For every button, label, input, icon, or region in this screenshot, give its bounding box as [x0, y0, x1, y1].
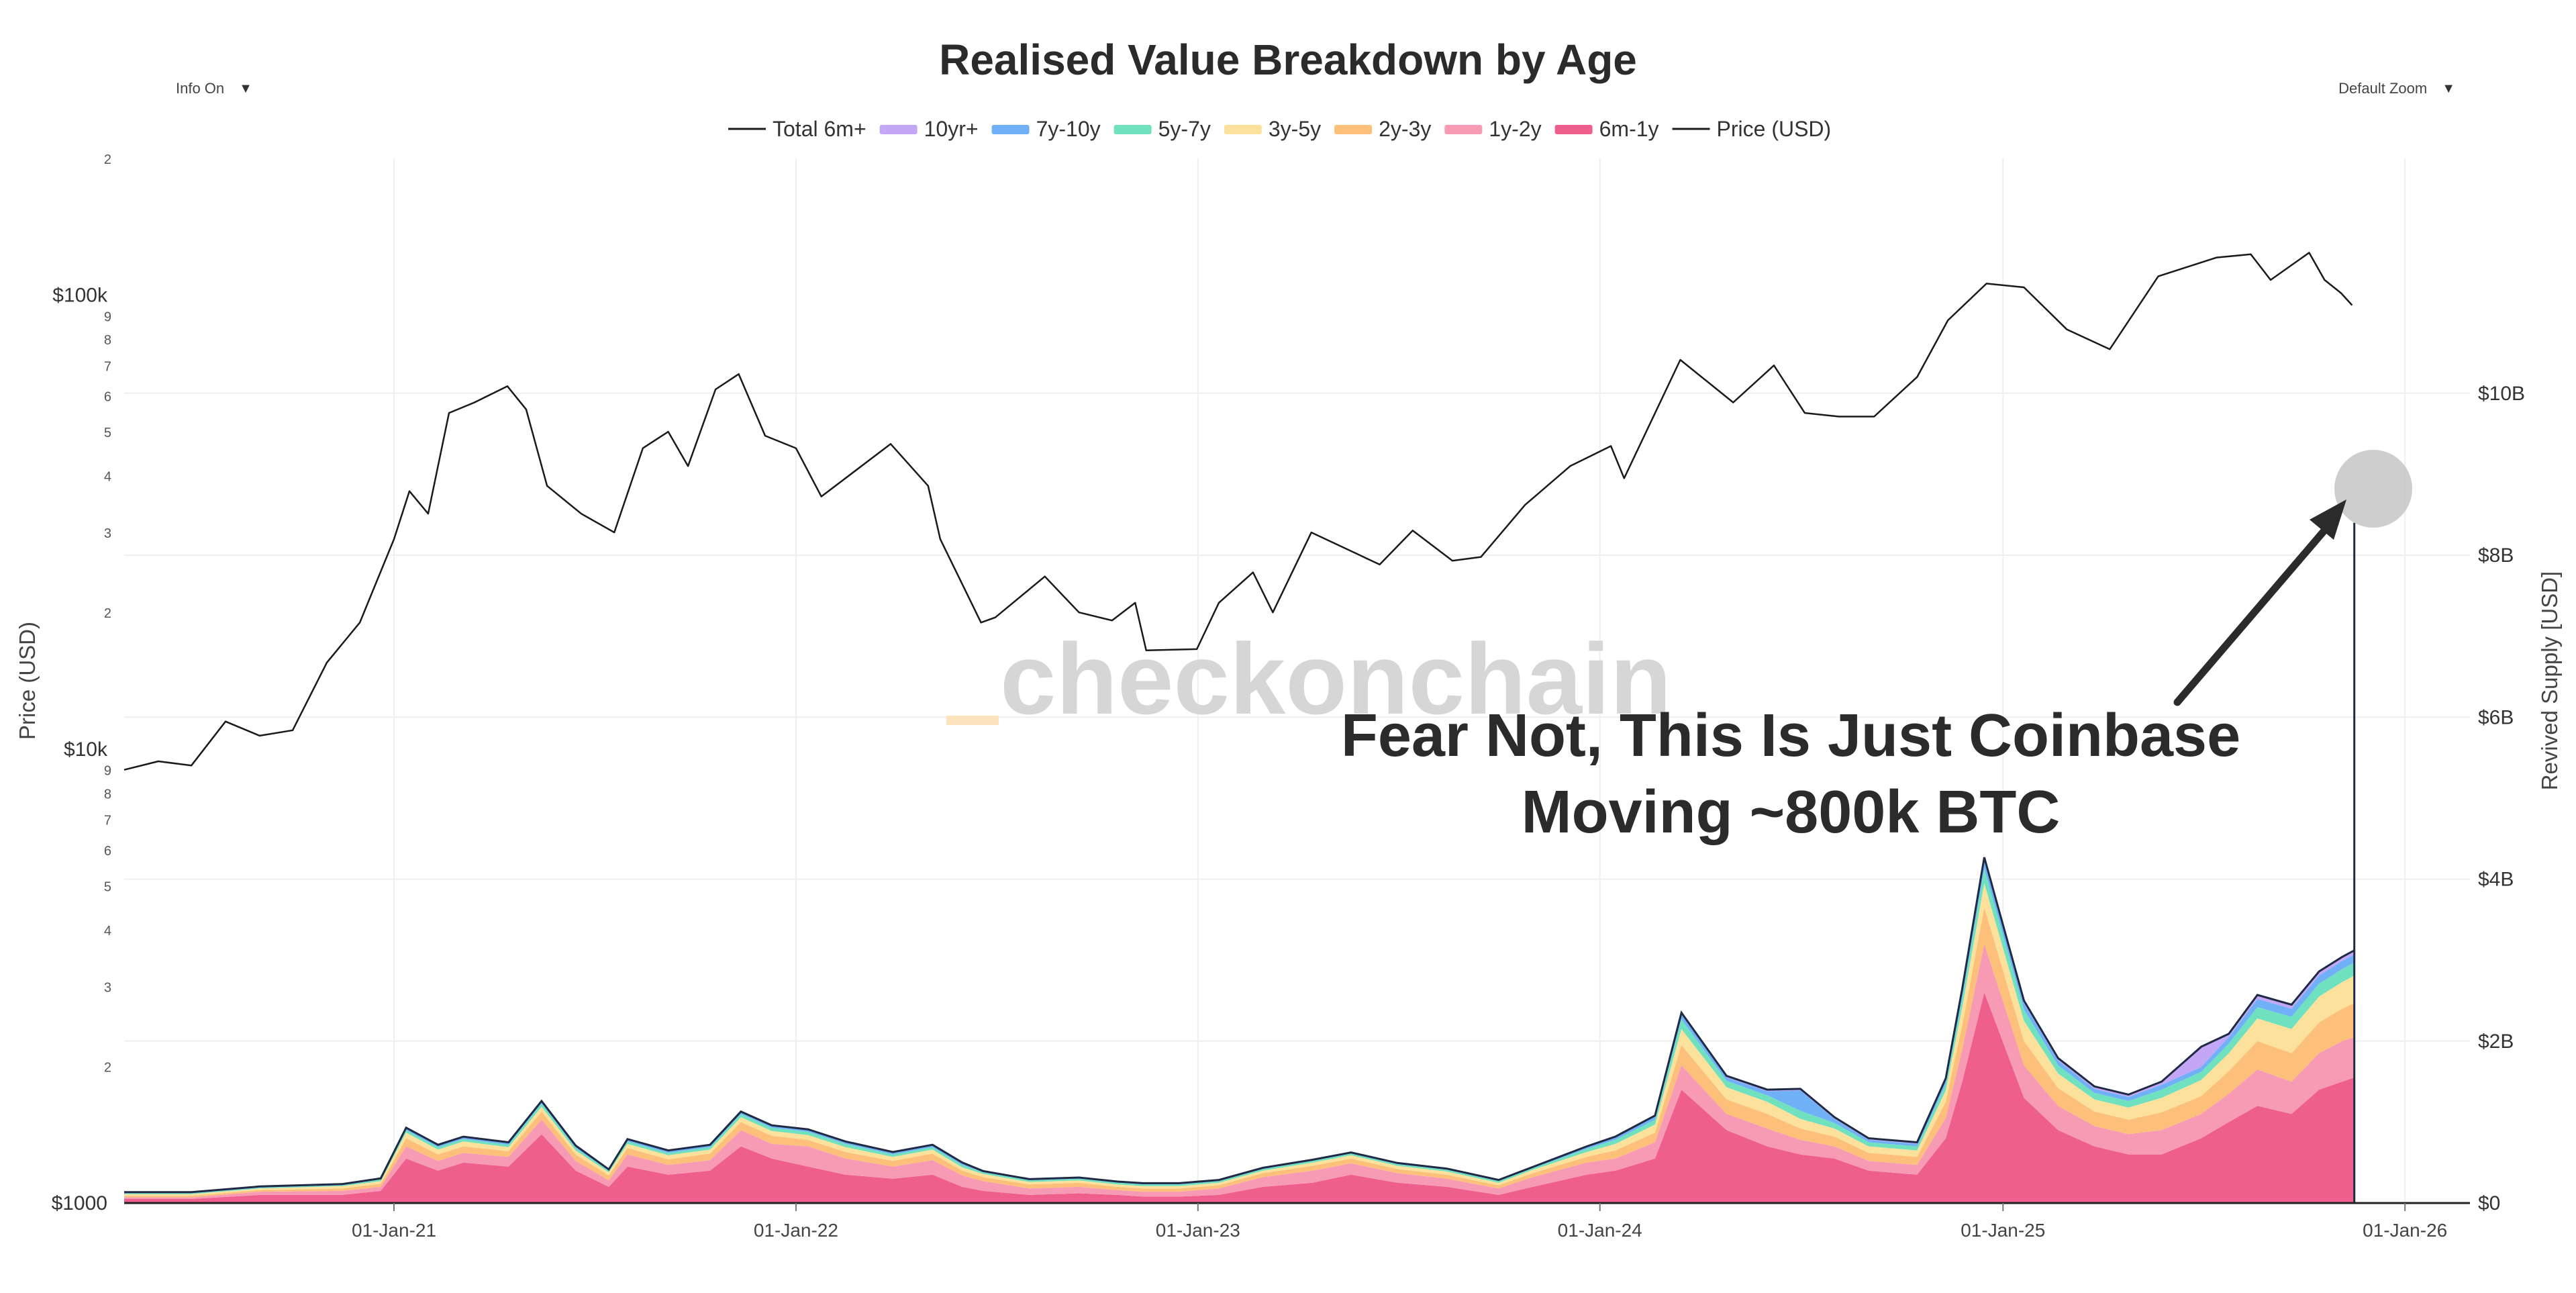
left-minor-tick-label: 8 — [104, 333, 111, 348]
legend-area-swatch — [1554, 125, 1593, 134]
right-axis: $0 $2B $4B $6B $8B $10B Revived Supply [USD] — [2478, 383, 2562, 1214]
legend-item: 7y-10y — [991, 117, 1101, 141]
annotation-text-line1: Fear Not, This Is Just Coinbase — [1341, 702, 2240, 769]
x-tick-label: 01-Jan-26 — [2363, 1220, 2447, 1241]
x-axis-ticks: 01-Jan-21 01-Jan-22 01-Jan-23 01-Jan-24 01-J… — [352, 1203, 2447, 1241]
price-line — [123, 252, 2353, 771]
total-6m-plus-line — [124, 857, 2355, 1194]
area-5y-7y — [124, 868, 2355, 1194]
left-minor-tick-label: 5 — [104, 879, 111, 894]
legend-label: 5y-7y — [1158, 117, 1211, 141]
left-minor-tick-label: 9 — [104, 310, 111, 325]
left-minor-tick-label: 7 — [104, 359, 111, 374]
left-major-tick-label: $10k — [64, 738, 108, 761]
left-minor-tick-label: 8 — [104, 787, 111, 802]
legend-item: Total 6m+ — [728, 117, 866, 141]
chevron-down-icon: ▼ — [239, 81, 252, 96]
legend: Total 6m+ 10yr+ 7y-10y 5y-7y 3y-5y 2y-3y 1y-2y… — [728, 117, 1831, 141]
left-minor-tick-label: 6 — [104, 844, 111, 859]
left-axis-title: Price (USD) — [15, 622, 40, 740]
left-minor-tick-label: 2 — [104, 1060, 111, 1075]
legend-area-swatch — [1444, 125, 1483, 134]
right-axis-title: Revived Supply [USD] — [2537, 571, 2562, 790]
x-tick-label: 01-Jan-25 — [1961, 1220, 2045, 1241]
watermark: checkonchain — [946, 622, 1671, 735]
legend-label: 7y-10y — [1036, 117, 1101, 141]
legend-area-swatch — [1224, 125, 1262, 134]
left-minor-tick-label: 3 — [104, 980, 111, 995]
legend-label: Total 6m+ — [773, 117, 866, 141]
left-major-tick-label: $100k — [52, 285, 108, 307]
legend-item: 5y-7y — [1113, 117, 1211, 141]
right-tick-label: $4B — [2478, 869, 2514, 891]
legend-label: 10yr+ — [924, 117, 979, 141]
right-tick-label: $0 — [2478, 1192, 2500, 1214]
legend-area-swatch — [879, 125, 918, 134]
annotation-arrow-shaft — [2173, 525, 2330, 706]
legend-item: Price (USD) — [1672, 117, 1832, 141]
area-3y-5y — [124, 883, 2355, 1196]
left-major-tick-label: $1000 — [52, 1192, 107, 1214]
legend-area-swatch — [1113, 125, 1152, 134]
left-minor-tick-label: 6 — [104, 390, 111, 405]
x-tick-label: 01-Jan-21 — [352, 1220, 436, 1241]
right-tick-label: $8B — [2478, 544, 2514, 567]
watermark-text: checkonchain — [1000, 622, 1671, 735]
left-minor-tick-label: 2 — [104, 606, 111, 621]
legend-label: 6m-1y — [1599, 117, 1659, 141]
info-toggle-label: Info On — [176, 80, 225, 97]
right-tick-label: $10B — [2478, 383, 2525, 405]
info-toggle-dropdown[interactable]: Info On ▼ — [166, 75, 262, 102]
legend-item: 3y-5y — [1224, 117, 1321, 141]
zoom-label: Default Zoom — [2338, 80, 2428, 97]
left-axis: $1000 $10k $100k 2 3 4 5 6 7 8 9 2 3 4 5 6 7 8 9 2 Price (US… — [15, 152, 111, 1214]
area-6m-1y — [124, 992, 2355, 1203]
watermark-underscore — [946, 716, 999, 725]
legend-item: 10yr+ — [879, 117, 979, 141]
left-minor-tick-label: 4 — [104, 924, 111, 939]
x-tick-label: 01-Jan-23 — [1156, 1220, 1240, 1241]
left-minor-tick-label: 7 — [104, 814, 111, 828]
legend-label: 3y-5y — [1269, 117, 1321, 141]
right-tick-label: $2B — [2478, 1031, 2514, 1053]
chart-title: Realised Value Breakdown by Age — [939, 36, 1637, 84]
right-tick-label: $6B — [2478, 706, 2514, 728]
legend-item: 6m-1y — [1554, 117, 1659, 141]
left-minor-tick-label: 2 — [104, 152, 111, 167]
left-minor-tick-label: 9 — [104, 764, 111, 779]
x-tick-label: 01-Jan-22 — [754, 1220, 838, 1241]
legend-area-swatch — [991, 125, 1030, 134]
annotation-text-line2: Moving ~800k BTC — [1522, 779, 2061, 846]
revived-supply-areas — [124, 857, 2355, 1203]
legend-label: Price (USD) — [1717, 117, 1832, 141]
zoom-dropdown[interactable]: Default Zoom ▼ — [2329, 75, 2465, 102]
annotation-arrowhead — [2310, 499, 2346, 540]
left-minor-tick-label: 5 — [104, 426, 111, 440]
left-minor-tick-label: 4 — [104, 470, 111, 485]
left-minor-tick-label: 3 — [104, 526, 111, 541]
legend-label: 1y-2y — [1489, 117, 1541, 141]
legend-item: 2y-3y — [1334, 117, 1431, 141]
highlight-circle — [2334, 450, 2412, 528]
chevron-down-icon: ▼ — [2442, 81, 2455, 96]
legend-label: 2y-3y — [1379, 117, 1431, 141]
x-tick-label: 01-Jan-24 — [1558, 1220, 1642, 1241]
legend-area-swatch — [1334, 125, 1373, 134]
legend-item: 1y-2y — [1444, 117, 1542, 141]
